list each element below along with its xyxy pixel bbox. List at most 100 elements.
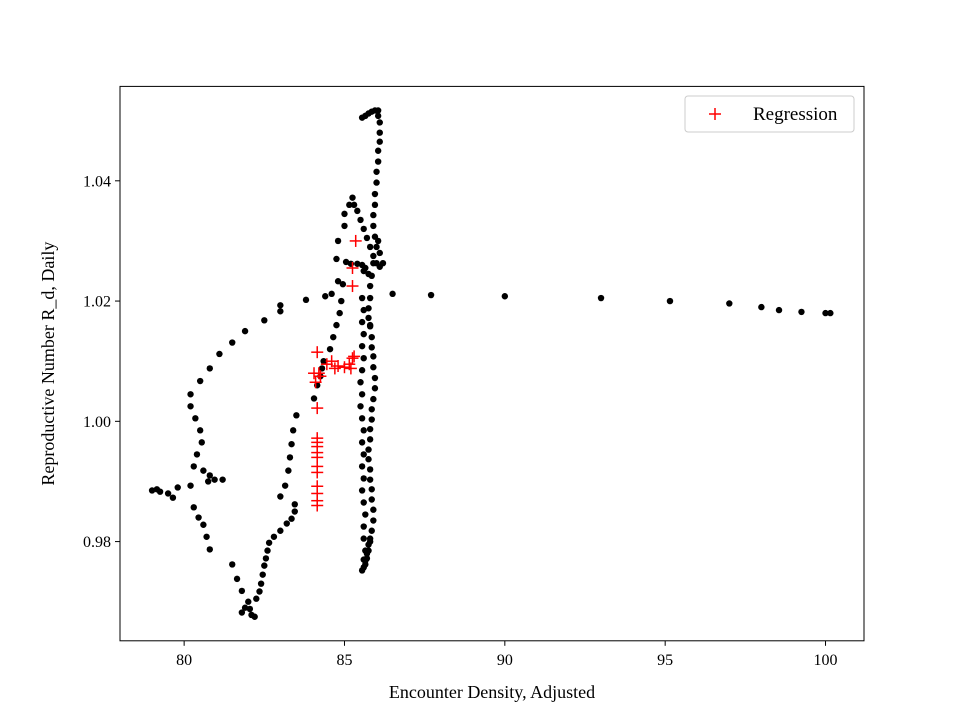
data-point (366, 466, 374, 473)
x-tick-label: 90 (497, 652, 513, 669)
data-point (597, 294, 605, 302)
x-axis-ticks: 80 85 90 95 100 (176, 640, 838, 669)
data-point (261, 562, 268, 569)
regression-point (332, 360, 345, 373)
data-point (187, 482, 194, 489)
data-point (373, 243, 380, 251)
legend-box (684, 95, 855, 133)
data-point (371, 385, 379, 392)
data-point (261, 317, 268, 324)
x-axis-label: Encounter Density, Adjusted (389, 682, 595, 702)
data-point (370, 222, 377, 230)
data-point (288, 515, 295, 522)
data-point (148, 487, 156, 494)
data-point (357, 379, 364, 386)
regression-point (349, 234, 362, 247)
data-point (354, 207, 361, 215)
data-point (206, 546, 213, 553)
data-point (291, 501, 298, 508)
data-point (366, 436, 374, 443)
data-point (758, 303, 765, 311)
data-point (360, 523, 367, 530)
plot-frame (119, 85, 865, 642)
regression-point (320, 358, 333, 371)
data-point (206, 365, 213, 372)
data-point (187, 391, 194, 398)
data-point (326, 345, 334, 353)
data-point (360, 427, 367, 434)
data-point (245, 598, 252, 605)
data-point (360, 451, 367, 458)
data-point (371, 201, 379, 209)
data-point (338, 297, 345, 305)
data-point (358, 318, 366, 326)
data-point (360, 306, 367, 314)
data-point (358, 439, 366, 446)
data-point (288, 440, 295, 448)
data-point (174, 484, 181, 491)
data-point (366, 535, 374, 542)
data-point (192, 415, 199, 422)
data-point (368, 406, 375, 413)
data-point (270, 533, 278, 540)
data-point (318, 365, 326, 372)
data-point (233, 575, 241, 583)
data-point (204, 478, 212, 485)
data-point (169, 494, 177, 501)
data-point (360, 535, 367, 542)
data-point (277, 493, 284, 500)
y-tick-label: 1.00 (83, 414, 111, 431)
regression-point (328, 362, 341, 375)
data-point (229, 561, 236, 568)
data-point (190, 463, 197, 470)
regression-point (314, 370, 327, 383)
data-point (302, 296, 310, 304)
data-point (666, 297, 674, 305)
data-point (374, 107, 382, 114)
data-point (357, 216, 364, 224)
x-tick-label: 85 (336, 652, 352, 669)
data-point (360, 330, 367, 338)
data-point (376, 129, 383, 136)
data-point (264, 547, 271, 554)
x-tick-label: 95 (657, 652, 673, 669)
data-point (203, 533, 210, 540)
data-point (341, 210, 348, 218)
regression-point (346, 261, 359, 274)
data-point (368, 344, 375, 351)
regression-point (348, 350, 361, 363)
data-point (358, 391, 366, 398)
data-point (775, 306, 783, 314)
data-point (349, 194, 356, 201)
data-point (360, 267, 367, 275)
data-point (368, 272, 375, 280)
data-point (374, 147, 382, 154)
regression-point (346, 352, 359, 365)
data-point (211, 476, 218, 483)
data-point (251, 613, 258, 620)
data-point (253, 595, 260, 602)
observed-series (148, 107, 834, 620)
data-point (376, 249, 383, 257)
data-point (219, 476, 226, 483)
data-point (358, 342, 366, 350)
regression-point (344, 362, 357, 375)
data-point (368, 527, 375, 534)
data-point (333, 255, 340, 263)
data-point (360, 225, 367, 233)
y-tick-label: 1.04 (83, 173, 111, 190)
data-point (196, 427, 204, 434)
data-point (827, 309, 834, 317)
data-point (374, 237, 382, 245)
data-point (286, 454, 294, 461)
data-point (368, 416, 375, 423)
regression-point (346, 280, 359, 293)
data-point (370, 364, 377, 371)
x-tick-label: 80 (176, 652, 192, 669)
data-point (365, 541, 372, 548)
data-point (241, 604, 249, 611)
regression-point (309, 376, 322, 389)
data-point (216, 350, 223, 358)
data-point (366, 282, 374, 290)
data-point (334, 278, 342, 285)
